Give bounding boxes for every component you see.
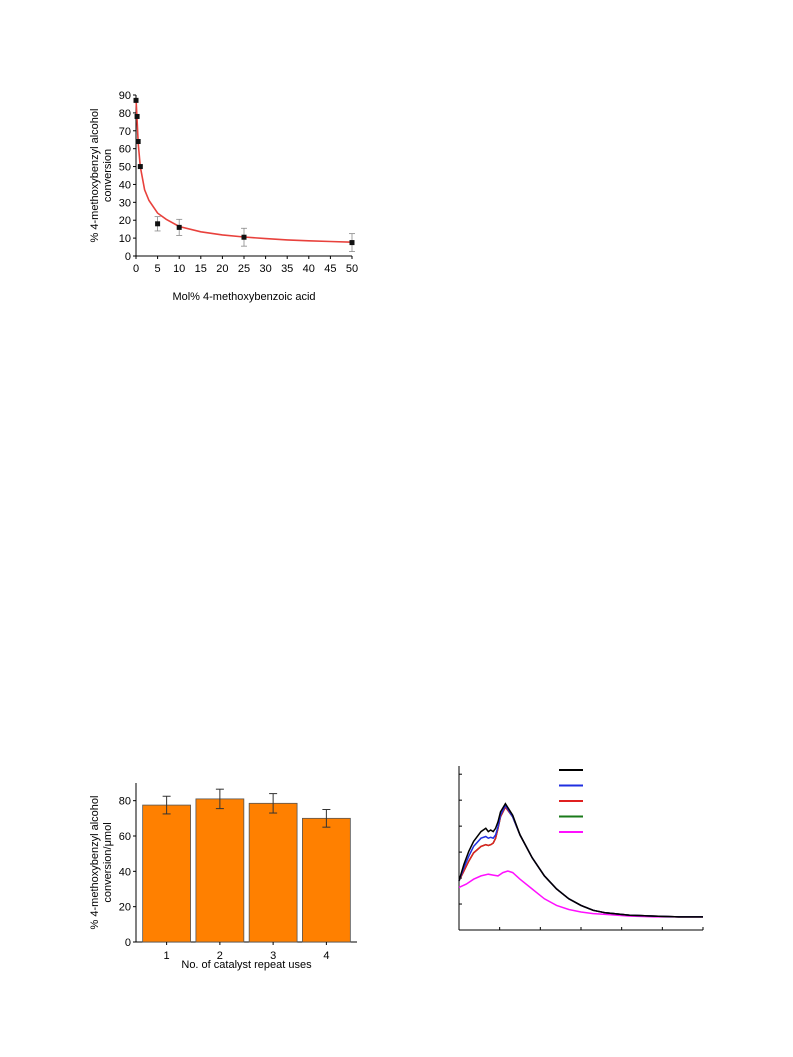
chart1-x-tick-label: 10 (173, 263, 185, 275)
chart1-data-point (137, 164, 143, 170)
chart3-series-line (458, 805, 703, 918)
chart1-y-tick-label: 30 (119, 197, 131, 209)
chart1-x-tick-label: 20 (216, 263, 228, 275)
chart1-x-tick-label: 30 (259, 263, 271, 275)
chart1-y-tick-label: 40 (119, 179, 131, 191)
chart1-data-point (135, 139, 141, 145)
chart3-series-line (458, 805, 703, 918)
chart2-bar (302, 817, 351, 943)
chart2-x-tick-label: 4 (323, 950, 329, 962)
chart2-y-axis-label: conversion/μmol (102, 822, 114, 902)
chart1-x-tick-label: 50 (346, 263, 358, 275)
chart1-data-point (349, 240, 355, 246)
chart3-series-line (458, 803, 703, 918)
chart1-y-tick-label: 50 (119, 162, 131, 174)
chart1-x-tick-label: 0 (133, 263, 139, 275)
chart2-y-axis-label: % 4-methoxybenzyl alcohol (89, 796, 101, 930)
chart2-bar (195, 798, 245, 943)
chart1-y-tick-label: 0 (125, 251, 131, 263)
chart2-y-tick-label: 60 (119, 831, 131, 843)
chart2-y-tick-label: 20 (119, 902, 131, 914)
chart1-fit-curve (135, 98, 353, 243)
chart2-bar (248, 802, 298, 943)
chart2-y-tick-label: 40 (119, 866, 131, 878)
chart1-x-axis-label: Mol% 4-methoxybenzoic acid (172, 291, 315, 303)
chart1-y-tick-label: 60 (119, 144, 131, 156)
chart1-x-tick-label: 45 (324, 263, 336, 275)
chart1-data-point (133, 97, 139, 103)
chart1-data-point (176, 224, 182, 230)
chart1-data-point (241, 234, 247, 240)
chart1-y-tick-label: 90 (119, 90, 131, 102)
chart2-y-tick-label: 80 (119, 796, 131, 808)
chart1-y-tick-label: 10 (119, 233, 131, 245)
chart2-bar (142, 804, 191, 943)
chart2-x-tick-label: 3 (270, 950, 276, 962)
chart1-x-tick-label: 5 (155, 263, 161, 275)
chart1-data-point (134, 113, 140, 119)
chart2-x-tick-label: 1 (164, 950, 170, 962)
chart1-data-point (155, 221, 161, 227)
chart2-x-tick-label: 2 (217, 950, 223, 962)
chart1-y-axis-label: % 4-methoxybenzyl alcohol (89, 109, 101, 243)
chart1-y-axis-label: conversion (102, 149, 114, 202)
chart3-series-line (458, 870, 703, 918)
chart1-x-tick-label: 15 (195, 263, 207, 275)
chart1-x-tick-label: 35 (281, 263, 293, 275)
chart2-y-tick-label: 0 (125, 937, 131, 949)
chart1-x-tick-label: 25 (238, 263, 250, 275)
chart1-x-tick-label: 40 (303, 263, 315, 275)
chart2-x-axis-label: No. of catalyst repeat uses (181, 959, 312, 971)
chart1-y-tick-label: 80 (119, 108, 131, 120)
chart3-series-line (458, 802, 703, 918)
chart1-y-tick-label: 70 (119, 126, 131, 138)
chart1-y-tick-label: 20 (119, 215, 131, 227)
